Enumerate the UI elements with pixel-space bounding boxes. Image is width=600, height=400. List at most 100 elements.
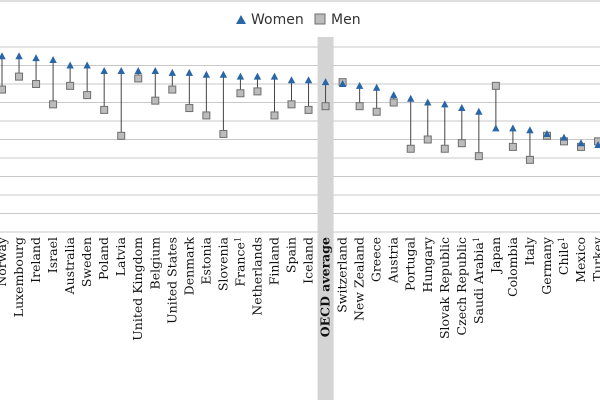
men-point-oecd-average [321,102,330,111]
men-point-israel [49,100,58,109]
tick-label-mexico: Mexico [573,237,588,283]
women-point-denmark [185,68,194,76]
tick-label-norway: Norway [0,236,9,287]
men-point-luxembourg [15,72,24,81]
men-point-italy [525,155,534,164]
tick-label-france: France1 [232,237,247,287]
men-point-australia [66,81,75,90]
women-point-norway [0,52,6,60]
men-point-belgium [151,96,160,105]
highlight-band-layer [317,37,334,400]
women-point-czech-republic [458,104,466,112]
tick-label-netherlands: Netherlands [249,237,264,316]
men-point-colombia [508,142,517,151]
tick-label-slovak-republic: Slovak Republic [437,237,452,339]
women-point-germany [543,129,551,137]
legend-women-label: Women [251,12,304,28]
tick-label-footnote: 1 [233,237,242,242]
women-point-slovenia [219,70,228,78]
women-point-oecd-average [321,78,330,86]
women-point-latvia [117,67,125,75]
tick-label-greece: Greece [369,237,384,282]
women-point-luxembourg [15,52,23,60]
tick-label-chile: Chile1 [556,237,571,275]
women-point-estonia [202,70,211,78]
men-point-ireland [32,80,41,88]
men-point-united-kingdom [134,74,143,83]
men-point-spain [287,100,296,109]
tick-label-sweden: Sweden [79,237,94,287]
women-point-slovak-republic [441,100,449,108]
men-point-slovak-republic [440,144,449,153]
tick-label-ireland: Ireland [28,237,43,283]
tick-label-poland: Poland [96,237,111,280]
tick-label-israel: Israel [45,237,60,273]
women-point-spain [287,76,296,84]
men-point-iceland [304,105,313,114]
men-point-latvia [117,131,126,140]
tick-label-italy: Italy [522,236,537,265]
tick-label-oecd-average: OECD average [318,237,333,337]
tick-label-latvia: Latvia [113,236,128,276]
tick-label-finland: Finland [266,237,281,285]
women-point-turkey [594,141,600,149]
women-point-portugal [407,94,415,102]
tick-label-hungary: Hungary [420,236,435,292]
tick-label-australia: Australia [62,236,77,295]
men-point-sweden [83,91,92,100]
men-point-new-zealand [355,102,364,111]
tick-label-saudi-arabia: Saudi Arabia1 [471,237,486,324]
women-point-saudi-arabia [475,107,483,115]
men-point-norway [0,85,6,94]
women-point-sweden [83,61,91,69]
women-point-iceland [304,76,313,84]
men-point-hungary [423,135,432,144]
women-point-austria [389,91,398,99]
tick-label-belgium: Belgium [147,237,162,290]
women-point-hungary [424,98,432,106]
men-point-finland [270,111,279,120]
men-point-united-states [168,85,177,94]
women-point-colombia [509,124,517,132]
tick-label-iceland: Iceland [301,237,316,284]
tick-label-layer: Norway Luxembourg Ireland Israel Australia Sw… [0,236,600,341]
men-point-czech-republic [457,139,466,148]
tick-label-japan: Japan [488,237,503,275]
tick-label-footnote: 1 [472,237,481,242]
women-point-belgium [151,67,159,75]
women-point-netherlands [253,72,262,80]
tick-label-portugal: Portugal [403,237,418,291]
tick-label-denmark: Denmark [181,237,196,296]
gridlines [0,46,600,233]
women-point-new-zealand [355,81,364,89]
men-point-netherlands [253,87,262,96]
tick-label-colombia: Colombia [505,236,520,296]
men-point-poland [100,105,109,114]
women-point-greece [372,83,381,91]
tick-label-united-kingdom: United Kingdom [130,237,145,341]
tick-label-slovenia: Slovenia [215,236,230,291]
men-point-japan [491,81,500,90]
women-point-australia [66,61,74,69]
connector-layer [1,56,599,160]
tick-label-turkey: Turkey [590,236,600,281]
men-point-austria [389,98,398,107]
tick-label-czech-republic: Czech Republic [454,237,469,335]
men-point-denmark [185,104,194,113]
women-point-mexico [577,139,585,147]
women-point-japan [492,124,500,132]
women-point-poland [100,67,108,75]
women-point-finland [270,72,279,80]
tick-label-austria: Austria [386,236,401,283]
legend-women-marker [236,15,246,24]
marker-layer [0,52,600,164]
legend: Women Men [236,12,361,28]
women-point-israel [49,55,57,63]
men-point-france [236,89,245,98]
tick-label-footnote: 1 [557,237,566,242]
men-point-portugal [406,144,415,153]
tick-label-switzerland: Switzerland [335,237,350,313]
men-point-saudi-arabia [474,152,483,161]
women-point-switzerland [338,80,347,87]
